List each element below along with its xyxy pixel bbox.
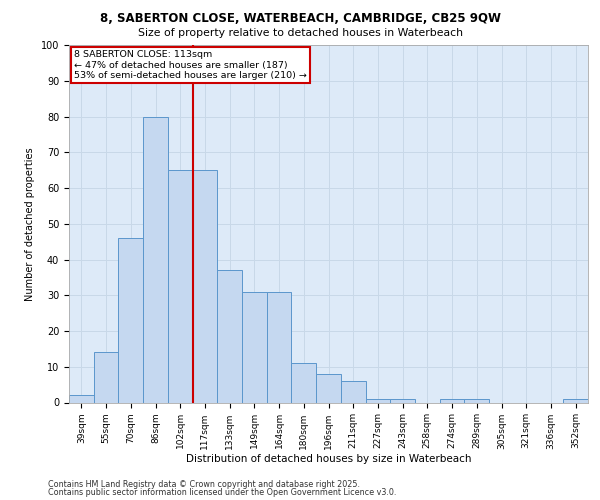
Text: Size of property relative to detached houses in Waterbeach: Size of property relative to detached ho… bbox=[137, 28, 463, 38]
Bar bbox=[440, 399, 464, 402]
Bar bbox=[217, 270, 242, 402]
X-axis label: Distribution of detached houses by size in Waterbeach: Distribution of detached houses by size … bbox=[186, 454, 471, 464]
Bar bbox=[365, 399, 390, 402]
Bar bbox=[563, 399, 588, 402]
Bar bbox=[464, 399, 489, 402]
Bar bbox=[69, 396, 94, 402]
Y-axis label: Number of detached properties: Number of detached properties bbox=[25, 147, 35, 300]
Bar bbox=[193, 170, 217, 402]
Bar bbox=[316, 374, 341, 402]
Bar bbox=[390, 399, 415, 402]
Bar bbox=[168, 170, 193, 402]
Bar bbox=[292, 363, 316, 403]
Bar bbox=[94, 352, 118, 403]
Text: 8, SABERTON CLOSE, WATERBEACH, CAMBRIDGE, CB25 9QW: 8, SABERTON CLOSE, WATERBEACH, CAMBRIDGE… bbox=[100, 12, 500, 26]
Text: Contains HM Land Registry data © Crown copyright and database right 2025.: Contains HM Land Registry data © Crown c… bbox=[48, 480, 360, 489]
Bar bbox=[143, 116, 168, 403]
Bar bbox=[242, 292, 267, 403]
Bar bbox=[118, 238, 143, 402]
Bar bbox=[267, 292, 292, 403]
Text: Contains public sector information licensed under the Open Government Licence v3: Contains public sector information licen… bbox=[48, 488, 397, 497]
Text: 8 SABERTON CLOSE: 113sqm
← 47% of detached houses are smaller (187)
53% of semi-: 8 SABERTON CLOSE: 113sqm ← 47% of detach… bbox=[74, 50, 307, 80]
Bar bbox=[341, 381, 365, 402]
